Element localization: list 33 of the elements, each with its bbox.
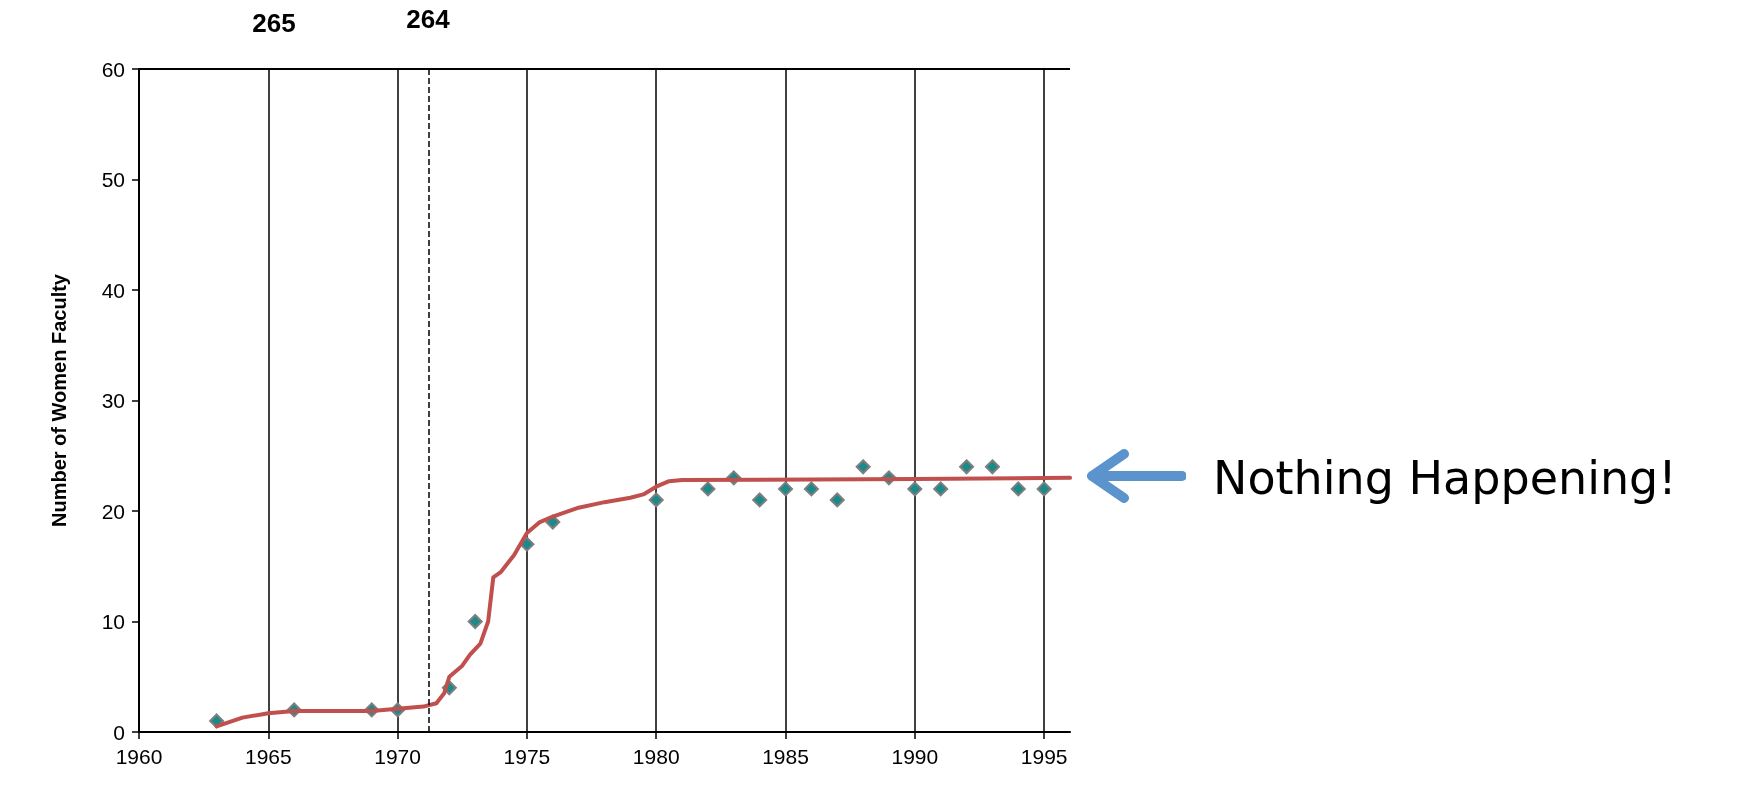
text: 264 (406, 4, 450, 35)
x-tick-label: 1990 (891, 745, 939, 768)
point (984, 459, 1000, 475)
y-tick-label: 30 (101, 389, 125, 412)
point (959, 459, 975, 475)
y-tick-label: 0 (113, 720, 125, 744)
y-tick-label: 10 (101, 610, 125, 633)
point (778, 481, 794, 497)
text: 265 (252, 8, 296, 39)
x-tick-label: 1995 (1020, 745, 1068, 768)
point (700, 481, 716, 497)
x-tick-label: 1960 (115, 745, 163, 768)
x-tick-label: 1980 (632, 745, 680, 768)
point (803, 481, 819, 497)
y-tick-label: 20 (101, 499, 125, 523)
x-tick-label: 1970 (374, 745, 421, 768)
point (648, 492, 664, 508)
point (1036, 481, 1052, 497)
x-tick-label: 1985 (762, 745, 809, 768)
point (1010, 481, 1026, 497)
y-tick-label: 50 (101, 168, 125, 191)
y-axis-title: Number of Women Faculty (48, 273, 70, 527)
point (467, 614, 483, 629)
x-tick-label: 1975 (503, 745, 551, 768)
point (933, 481, 949, 497)
point (855, 459, 871, 475)
point (752, 492, 768, 508)
point (907, 481, 923, 497)
y-tick-label: 40 (101, 278, 125, 302)
text: Nothing Happening! (1213, 451, 1677, 505)
point (829, 492, 845, 508)
y-tick-label: 60 (101, 57, 125, 81)
x-tick-label: 1965 (244, 745, 292, 768)
